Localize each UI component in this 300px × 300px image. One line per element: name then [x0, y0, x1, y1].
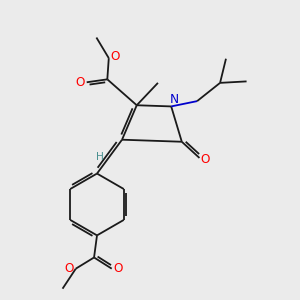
Text: H: H	[96, 152, 104, 162]
Text: O: O	[111, 50, 120, 63]
Text: N: N	[170, 93, 179, 106]
Text: O: O	[200, 153, 209, 166]
Text: O: O	[76, 76, 85, 89]
Text: O: O	[64, 262, 74, 275]
Text: O: O	[113, 262, 123, 275]
